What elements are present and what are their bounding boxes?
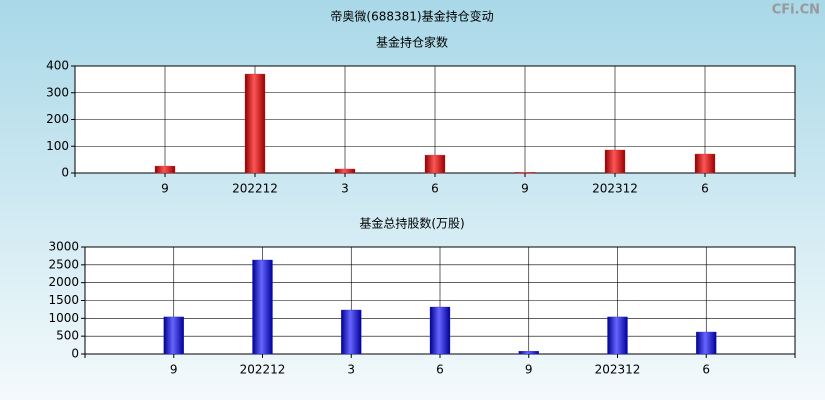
bar [429, 306, 451, 355]
x-tick-label: 9 [161, 182, 169, 196]
bar [244, 73, 266, 174]
bar [163, 316, 184, 355]
x-tick-label: 202312 [592, 182, 638, 196]
x-tick-label: 9 [525, 363, 533, 377]
y-tick-label: 2000 [48, 275, 79, 289]
x-tick-label: 202312 [595, 363, 641, 377]
x-tick-label: 3 [341, 182, 349, 196]
chart-title: 基金持仓家数 [376, 35, 448, 50]
bar [334, 168, 356, 174]
y-tick-label: 400 [46, 59, 69, 73]
bar [252, 259, 273, 355]
x-tick-label: 202212 [240, 363, 286, 377]
x-tick-label: 6 [431, 182, 439, 196]
y-tick-label: 300 [46, 85, 69, 99]
x-tick-label: 6 [436, 363, 444, 377]
bar [424, 154, 446, 174]
chart-title: 基金总持股数(万股) [359, 216, 464, 231]
x-tick-label: 3 [347, 363, 355, 377]
x-tick-label: 9 [170, 363, 178, 377]
y-tick-label: 200 [46, 112, 69, 126]
y-tick-label: 100 [46, 139, 69, 153]
bar [341, 309, 362, 355]
bar [604, 149, 626, 174]
x-tick-label: 9 [521, 182, 529, 196]
bar [694, 153, 716, 174]
bar [514, 172, 536, 174]
page-title: 帝奥微(688381)基金持仓变动 [330, 9, 493, 24]
bar [154, 165, 176, 174]
bar [607, 316, 628, 355]
y-tick-label: 0 [61, 166, 69, 180]
y-tick-label: 0 [71, 347, 79, 361]
x-tick-label: 202212 [232, 182, 278, 196]
watermark: CFi.CN [772, 3, 820, 18]
bar [518, 350, 539, 355]
x-tick-label: 6 [702, 363, 710, 377]
y-tick-label: 500 [56, 329, 79, 343]
y-tick-label: 1000 [48, 311, 79, 325]
bar [696, 331, 717, 355]
y-tick-label: 1500 [48, 293, 79, 307]
y-tick-label: 3000 [48, 240, 79, 254]
y-tick-label: 2500 [48, 257, 79, 271]
x-tick-label: 6 [701, 182, 709, 196]
